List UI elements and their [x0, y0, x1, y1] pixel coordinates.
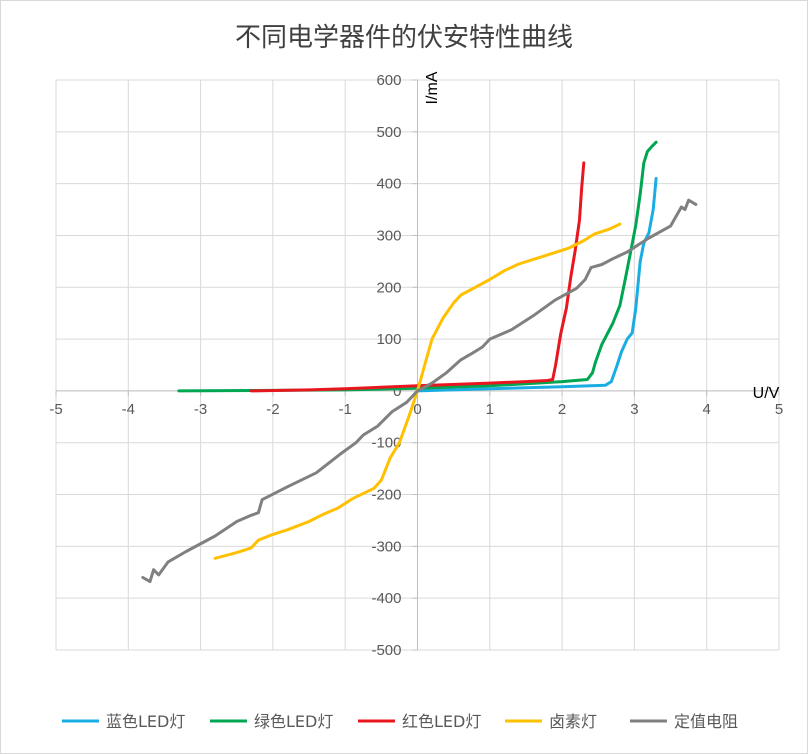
series-lines — [141, 140, 698, 584]
x-tick-label: -3 — [194, 401, 207, 418]
y-tick-label: 0 — [393, 383, 401, 400]
series-line — [177, 140, 658, 393]
y-tick-label: 400 — [376, 176, 401, 193]
y-tick-label: -300 — [371, 538, 401, 555]
y-axis-title: I/mA — [424, 71, 441, 104]
series-line — [213, 222, 622, 560]
x-tick-label: 3 — [630, 401, 638, 418]
y-tick-label: 300 — [376, 227, 401, 244]
y-tick-label: 600 — [376, 72, 401, 89]
x-tick-label: -5 — [49, 401, 62, 418]
y-tick-label: -500 — [371, 642, 401, 659]
x-tick-label: -1 — [339, 401, 352, 418]
legend: 蓝色LED灯 绿色LED灯 红色LED灯 卤素灯 定值电阻 — [62, 712, 738, 731]
y-tick-label: 100 — [376, 331, 401, 348]
y-tick-label: -100 — [371, 435, 401, 452]
legend-label: 绿色LED灯 — [254, 712, 333, 731]
series-line — [249, 161, 586, 393]
y-tick-label: -200 — [371, 487, 401, 504]
legend-label: 红色LED灯 — [402, 712, 481, 731]
tick-labels: -5 -4 -3 -2 -1 0 1 2 3 4 5 600 500 400 300 200 100 0 -100 -… — [49, 72, 783, 659]
chart-title: 不同电学器件的伏安特性曲线 — [235, 23, 573, 53]
x-tick-label: 0 — [413, 401, 421, 418]
x-tick-label: 2 — [558, 401, 566, 418]
x-tick-label: 4 — [703, 401, 711, 418]
y-tick-label: -400 — [371, 590, 401, 607]
series-line — [416, 177, 658, 393]
legend-label: 蓝色LED灯 — [106, 712, 185, 731]
y-tick-label: 200 — [376, 279, 401, 296]
x-tick-label: -2 — [266, 401, 279, 418]
x-tick-label: 1 — [486, 401, 494, 418]
legend-label: 卤素灯 — [549, 712, 597, 731]
x-tick-label: -4 — [122, 401, 135, 418]
x-tick-label: 5 — [775, 401, 783, 418]
legend-label: 定值电阻 — [674, 712, 738, 731]
x-axis-title: U/V — [753, 385, 780, 402]
y-tick-label: 500 — [376, 124, 401, 141]
series-line — [141, 198, 698, 584]
